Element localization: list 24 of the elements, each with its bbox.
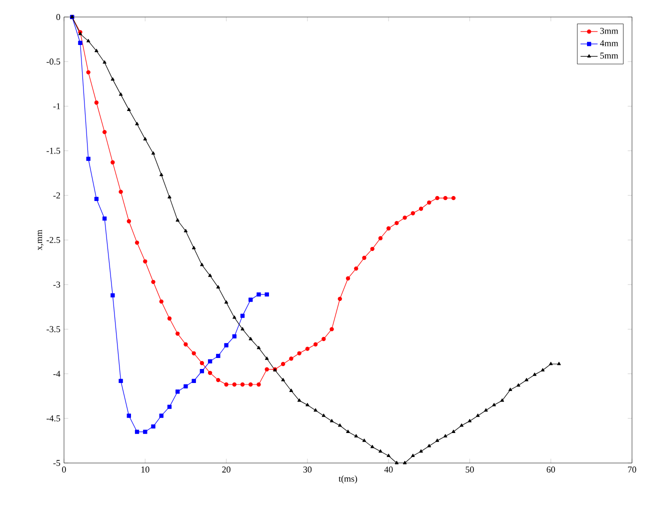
legend-label: 5mm bbox=[600, 52, 618, 59]
x-tick-label: 20 bbox=[222, 466, 230, 473]
x-axis-title: t(ms) bbox=[338, 475, 358, 484]
y-tick-label: -3.5 bbox=[46, 326, 60, 332]
y-tick-label: -1.5 bbox=[46, 148, 60, 154]
x-tick-label: 50 bbox=[466, 466, 474, 473]
y-tick-label: 0 bbox=[56, 14, 60, 20]
y-axis-title: x,mm bbox=[38, 230, 44, 250]
x-tick-label: 40 bbox=[384, 466, 393, 473]
x-tick-label: 70 bbox=[628, 466, 636, 473]
y-tick-label: -2 bbox=[53, 192, 60, 198]
x-tick-label: 10 bbox=[141, 466, 150, 473]
x-tick-label: 30 bbox=[303, 466, 312, 473]
y-tick-label: -1 bbox=[53, 103, 60, 110]
legend-label: 3mm bbox=[600, 28, 618, 34]
x-tick-label: 0 bbox=[62, 466, 66, 473]
y-tick-label: -4.5 bbox=[46, 415, 60, 422]
y-tick-label: -3 bbox=[53, 282, 60, 288]
y-tick-label: -2.5 bbox=[46, 236, 60, 244]
y-tick-label: -5 bbox=[53, 460, 60, 466]
x-tick-label: 60 bbox=[546, 466, 555, 473]
legend-label: 4mm bbox=[600, 40, 618, 46]
y-tick-label: -0.5 bbox=[46, 58, 60, 65]
y-tick-label: -4 bbox=[53, 370, 60, 377]
